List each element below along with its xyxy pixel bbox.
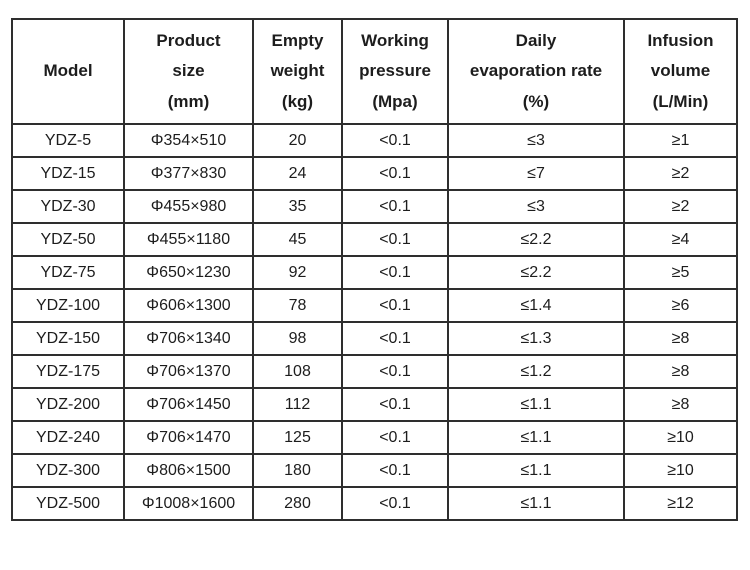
cell-product-size: Φ706×1340 (123, 321, 254, 356)
cell-product-size: Φ354×510 (123, 123, 254, 158)
table-row: YDZ-30 Φ455×980 35 <0.1 ≤3 ≥2 (11, 189, 738, 224)
cell-working-pressure: <0.1 (341, 222, 449, 257)
cell-evaporation-rate: ≤2.2 (447, 222, 625, 257)
cell-infusion-volume: ≥8 (623, 354, 738, 389)
header-row: Model Product size (mm) Empty weight (kg… (11, 18, 738, 125)
cell-model: YDZ-500 (11, 486, 125, 521)
cell-product-size: Φ606×1300 (123, 288, 254, 323)
cell-infusion-volume: ≥8 (623, 321, 738, 356)
table-row: YDZ-175 Φ706×1370 108 <0.1 ≤1.2 ≥8 (11, 354, 738, 389)
cell-evaporation-rate: ≤3 (447, 189, 625, 224)
cell-working-pressure: <0.1 (341, 288, 449, 323)
cell-working-pressure: <0.1 (341, 255, 449, 290)
column-header-empty-weight: Empty weight (kg) (252, 18, 343, 125)
cell-infusion-volume: ≥2 (623, 189, 738, 224)
table-row: YDZ-200 Φ706×1450 112 <0.1 ≤1.1 ≥8 (11, 387, 738, 422)
cell-product-size: Φ377×830 (123, 156, 254, 191)
cell-infusion-volume: ≥1 (623, 123, 738, 158)
cell-empty-weight: 45 (252, 222, 343, 257)
cell-empty-weight: 280 (252, 486, 343, 521)
cell-empty-weight: 92 (252, 255, 343, 290)
cell-evaporation-rate: ≤1.1 (447, 453, 625, 488)
cell-product-size: Φ455×980 (123, 189, 254, 224)
cell-model: YDZ-75 (11, 255, 125, 290)
cell-empty-weight: 78 (252, 288, 343, 323)
cell-empty-weight: 35 (252, 189, 343, 224)
cell-product-size: Φ706×1470 (123, 420, 254, 455)
cell-empty-weight: 20 (252, 123, 343, 158)
cell-evaporation-rate: ≤1.4 (447, 288, 625, 323)
column-header-working-pressure: Working pressure (Mpa) (341, 18, 449, 125)
cell-infusion-volume: ≥6 (623, 288, 738, 323)
table-body: YDZ-5 Φ354×510 20 <0.1 ≤3 ≥1 YDZ-15 Φ377×830 24 <… (11, 123, 738, 521)
cell-product-size: Φ706×1370 (123, 354, 254, 389)
table-row: YDZ-150 Φ706×1340 98 <0.1 ≤1.3 ≥8 (11, 321, 738, 356)
cell-model: YDZ-175 (11, 354, 125, 389)
cell-evaporation-rate: ≤1.1 (447, 486, 625, 521)
cell-infusion-volume: ≥10 (623, 453, 738, 488)
cell-evaporation-rate: ≤7 (447, 156, 625, 191)
column-header-infusion-volume: Infusion volume (L/Min) (623, 18, 738, 125)
cell-model: YDZ-5 (11, 123, 125, 158)
cell-empty-weight: 180 (252, 453, 343, 488)
table-row: YDZ-500 Φ1008×1600 280 <0.1 ≤1.1 ≥12 (11, 486, 738, 521)
cell-infusion-volume: ≥2 (623, 156, 738, 191)
table-row: YDZ-50 Φ455×1180 45 <0.1 ≤2.2 ≥4 (11, 222, 738, 257)
cell-working-pressure: <0.1 (341, 354, 449, 389)
cell-infusion-volume: ≥4 (623, 222, 738, 257)
table-row: YDZ-100 Φ606×1300 78 <0.1 ≤1.4 ≥6 (11, 288, 738, 323)
cell-product-size: Φ806×1500 (123, 453, 254, 488)
cell-model: YDZ-300 (11, 453, 125, 488)
table-row: YDZ-300 Φ806×1500 180 <0.1 ≤1.1 ≥10 (11, 453, 738, 488)
column-header-evaporation-rate: Daily evaporation rate (%) (447, 18, 625, 125)
cell-model: YDZ-15 (11, 156, 125, 191)
cell-product-size: Φ1008×1600 (123, 486, 254, 521)
cell-product-size: Φ650×1230 (123, 255, 254, 290)
cell-working-pressure: <0.1 (341, 387, 449, 422)
cell-product-size: Φ455×1180 (123, 222, 254, 257)
cell-evaporation-rate: ≤2.2 (447, 255, 625, 290)
column-header-product-size: Product size (mm) (123, 18, 254, 125)
table-row: YDZ-75 Φ650×1230 92 <0.1 ≤2.2 ≥5 (11, 255, 738, 290)
table-row: YDZ-5 Φ354×510 20 <0.1 ≤3 ≥1 (11, 123, 738, 158)
cell-evaporation-rate: ≤3 (447, 123, 625, 158)
cell-empty-weight: 125 (252, 420, 343, 455)
cell-working-pressure: <0.1 (341, 156, 449, 191)
cell-empty-weight: 98 (252, 321, 343, 356)
cell-infusion-volume: ≥8 (623, 387, 738, 422)
cell-product-size: Φ706×1450 (123, 387, 254, 422)
cell-empty-weight: 112 (252, 387, 343, 422)
cell-evaporation-rate: ≤1.3 (447, 321, 625, 356)
cell-evaporation-rate: ≤1.1 (447, 387, 625, 422)
cell-working-pressure: <0.1 (341, 453, 449, 488)
cell-infusion-volume: ≥10 (623, 420, 738, 455)
table-row: YDZ-15 Φ377×830 24 <0.1 ≤7 ≥2 (11, 156, 738, 191)
table-row: YDZ-240 Φ706×1470 125 <0.1 ≤1.1 ≥10 (11, 420, 738, 455)
cell-working-pressure: <0.1 (341, 486, 449, 521)
cell-working-pressure: <0.1 (341, 123, 449, 158)
cell-model: YDZ-150 (11, 321, 125, 356)
cell-working-pressure: <0.1 (341, 189, 449, 224)
cell-infusion-volume: ≥12 (623, 486, 738, 521)
cell-empty-weight: 108 (252, 354, 343, 389)
cell-working-pressure: <0.1 (341, 321, 449, 356)
product-spec-table: Model Product size (mm) Empty weight (kg… (11, 18, 738, 521)
cell-working-pressure: <0.1 (341, 420, 449, 455)
cell-model: YDZ-240 (11, 420, 125, 455)
cell-infusion-volume: ≥5 (623, 255, 738, 290)
column-header-model: Model (11, 18, 125, 125)
cell-model: YDZ-30 (11, 189, 125, 224)
cell-evaporation-rate: ≤1.1 (447, 420, 625, 455)
cell-evaporation-rate: ≤1.2 (447, 354, 625, 389)
cell-model: YDZ-50 (11, 222, 125, 257)
cell-model: YDZ-200 (11, 387, 125, 422)
cell-model: YDZ-100 (11, 288, 125, 323)
cell-empty-weight: 24 (252, 156, 343, 191)
